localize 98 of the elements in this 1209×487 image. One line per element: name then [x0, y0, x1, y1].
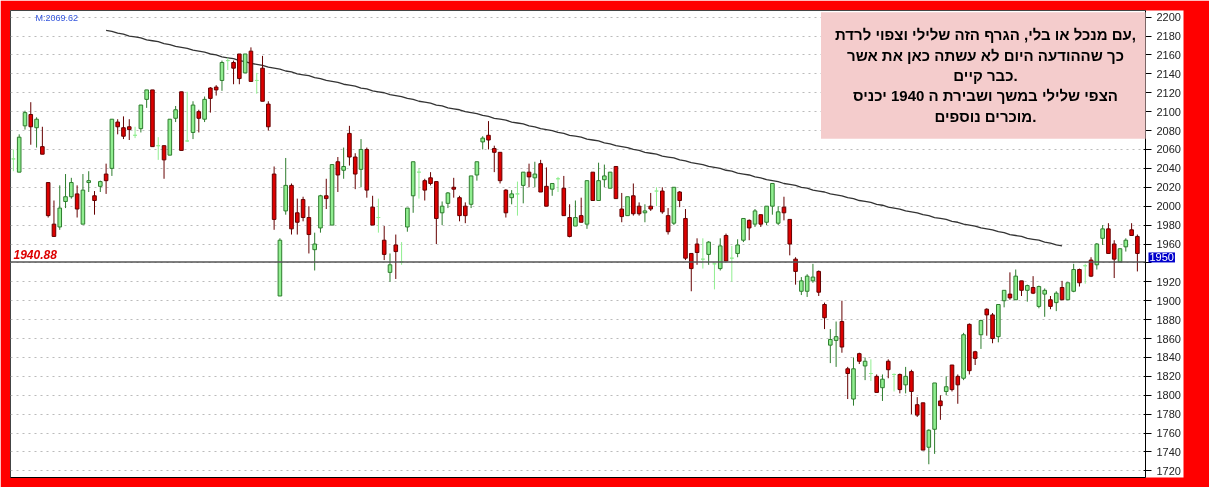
text: 1950	[1149, 251, 1174, 264]
candlestick	[845, 366, 850, 400]
candlestick	[903, 366, 908, 394]
candlestick	[793, 256, 798, 286]
y-tick-label: 2040	[1156, 162, 1181, 175]
candlestick	[51, 200, 57, 237]
y-tick-label: 2060	[1156, 143, 1181, 156]
candlestick	[746, 218, 752, 241]
candlestick	[370, 195, 375, 226]
candlestick	[526, 163, 532, 188]
y-tick-label: 2160	[1156, 48, 1181, 61]
candlestick	[781, 196, 787, 221]
candlestick	[520, 171, 526, 204]
candlestick	[74, 184, 80, 219]
candlestick	[885, 358, 891, 379]
y-tick-label: 1980	[1156, 219, 1181, 232]
candlestick	[312, 232, 317, 271]
y-tick-label: 2120	[1156, 86, 1181, 99]
y-tick-label: 1960	[1156, 238, 1181, 250]
candlestick	[439, 200, 445, 226]
candlestick	[161, 145, 167, 180]
y-tick-label: 1880	[1156, 313, 1181, 326]
candlestick	[184, 91, 190, 143]
candlestick	[1053, 290, 1059, 312]
candlestick	[943, 375, 949, 396]
annotation: M:2069.62	[35, 12, 79, 23]
candlestick	[578, 197, 584, 223]
candlestick	[775, 205, 781, 226]
y-tick-label: 2200	[1156, 11, 1181, 24]
candlestick	[86, 170, 92, 193]
candlestick	[694, 237, 700, 266]
y-tick-label: 1740	[1156, 445, 1181, 458]
y-tick-label: 2180	[1156, 30, 1181, 43]
candlestick	[503, 188, 509, 219]
candlestick	[1094, 242, 1100, 271]
y-tick-label: 1780	[1156, 408, 1181, 421]
candlestick	[40, 126, 45, 155]
candlestick	[567, 203, 572, 238]
candlestick	[717, 237, 723, 271]
candlestick	[242, 53, 248, 74]
candlestick	[335, 156, 341, 193]
candlestick	[341, 147, 346, 180]
candlestick	[1059, 280, 1065, 301]
candlestick	[451, 177, 457, 199]
candlestick	[57, 184, 63, 231]
candlestick	[202, 96, 207, 123]
y-tick-label: 1860	[1156, 332, 1181, 345]
y-tick-label: 2020	[1156, 181, 1181, 194]
candlestick	[405, 207, 410, 233]
candlestick	[474, 161, 480, 182]
candlestick	[1100, 224, 1105, 246]
candlestick	[642, 203, 648, 223]
y-tick-label: 1820	[1156, 370, 1181, 383]
candlestick	[1135, 234, 1140, 272]
candlestick	[596, 162, 601, 202]
candlestick	[1013, 269, 1019, 301]
candlestick	[706, 240, 711, 266]
y-tick-label: 1920	[1156, 275, 1181, 288]
candlestick	[103, 163, 109, 195]
candlestick	[619, 192, 625, 223]
candlestick	[822, 302, 827, 330]
ref-line-label: 1940.88	[13, 248, 58, 263]
candlestick	[196, 109, 202, 133]
candlestick	[909, 369, 914, 415]
candlestick	[92, 190, 97, 216]
candlestick	[816, 269, 822, 297]
y-tick-label: 1720	[1156, 464, 1181, 477]
y-tick-label: 1840	[1156, 351, 1181, 364]
y-tick-label: 2140	[1156, 67, 1181, 80]
y-tick-label: 1900	[1156, 294, 1181, 307]
candlestick	[323, 178, 329, 210]
y-tick-label: 1760	[1156, 427, 1181, 440]
candlestick	[532, 161, 538, 188]
candlestick	[665, 207, 671, 236]
candlestick	[34, 116, 39, 149]
candlestick	[862, 356, 868, 381]
candlestick	[138, 104, 144, 133]
candlestick	[1030, 275, 1036, 295]
candlestick	[28, 101, 34, 146]
candlestick	[625, 196, 630, 217]
y-tick-label: 1800	[1156, 389, 1181, 402]
y-tick-label: 2080	[1156, 124, 1181, 137]
candlestick	[573, 200, 578, 227]
candlestick	[700, 237, 706, 270]
candlestick	[938, 394, 943, 421]
candlestick	[387, 252, 393, 283]
candlestick	[926, 428, 932, 465]
candlestick	[381, 225, 387, 261]
candlestick	[880, 373, 885, 402]
y-tick-label: 2000	[1156, 200, 1181, 213]
candlestick	[741, 217, 746, 243]
annotation: עם מנכל או בלי, הגרף הזה שלילי וצפוי לרדת, כך שההודעה היום לא עשתה כאן את אשר כבר קיים. הצפי שלילי במשך ושבירת ה 1940 יכניס מוכרים נוספים.	[835, 26, 1137, 125]
candlestick	[266, 100, 271, 132]
y-tick-label: 2100	[1156, 105, 1181, 118]
candlestick	[1007, 271, 1013, 301]
candlestick	[393, 234, 399, 280]
candlestick	[660, 186, 665, 215]
candlestick	[486, 120, 491, 150]
